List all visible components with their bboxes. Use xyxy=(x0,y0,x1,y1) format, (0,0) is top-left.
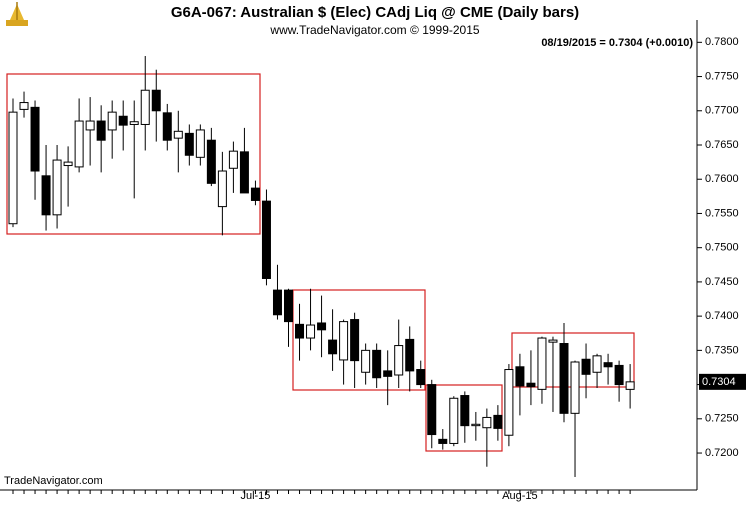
candle-body xyxy=(559,343,569,414)
candle-body xyxy=(272,289,282,316)
candle-body xyxy=(162,112,172,141)
candle-body xyxy=(19,102,29,110)
y-tick-label: 0.7750 xyxy=(705,70,739,82)
candle-body xyxy=(361,349,371,373)
range-box xyxy=(292,289,426,391)
candle-body xyxy=(250,187,260,201)
last-price-marker xyxy=(699,373,746,390)
candle-body xyxy=(306,324,316,339)
candle-body xyxy=(85,120,95,131)
candle-body xyxy=(570,361,580,414)
candle-body xyxy=(350,319,360,362)
candle-body xyxy=(515,366,525,387)
y-tick-label: 0.7450 xyxy=(705,276,739,288)
candle-body xyxy=(328,339,338,355)
candle-body xyxy=(581,358,591,375)
candle-body xyxy=(625,381,635,390)
candle-body xyxy=(383,370,393,377)
candle-body xyxy=(217,170,227,208)
y-tick-label: 0.7200 xyxy=(705,447,739,459)
candle-body xyxy=(548,339,558,343)
candle-body xyxy=(284,289,293,323)
candle-body xyxy=(526,382,536,388)
candle-body xyxy=(8,111,18,225)
y-tick-label: 0.7550 xyxy=(705,207,739,219)
candle-body xyxy=(405,338,415,372)
candle-body xyxy=(394,345,404,376)
candle-body xyxy=(41,175,51,216)
candle-body xyxy=(372,349,382,379)
x-tick-label: Aug-15 xyxy=(502,490,537,502)
y-tick-label: 0.7500 xyxy=(705,242,739,254)
candle-body xyxy=(460,395,470,427)
candle-body xyxy=(151,89,161,112)
candle-body xyxy=(173,130,183,139)
last-price-label: 0.7304 xyxy=(702,376,736,388)
candle-body xyxy=(449,397,459,444)
y-tick-label: 0.7800 xyxy=(705,36,739,48)
candle-body xyxy=(427,384,437,436)
price-annotation: 08/19/2015 = 0.7304 (+0.0010) xyxy=(541,37,693,49)
candle-body xyxy=(140,89,150,125)
candle-body xyxy=(261,200,271,279)
candle-body xyxy=(52,159,62,216)
candle-body xyxy=(592,355,602,373)
chart-subtitle: www.TradeNavigator.com © 1999-2015 xyxy=(269,23,479,37)
candle-body xyxy=(228,150,238,169)
x-tick-label: Jul-15 xyxy=(240,490,270,502)
y-tick-label: 0.7700 xyxy=(705,105,739,117)
y-tick-label: 0.7650 xyxy=(705,139,739,151)
watermark: TradeNavigator.com xyxy=(4,475,103,487)
candle-body xyxy=(129,121,139,125)
candle-body xyxy=(493,414,503,429)
candle-body xyxy=(603,362,613,368)
y-tick-label: 0.7250 xyxy=(705,413,739,425)
candle-body xyxy=(339,321,349,361)
candle-body xyxy=(118,115,128,126)
range-box xyxy=(6,73,261,235)
y-tick-label: 0.7350 xyxy=(705,344,739,356)
y-tick-label: 0.7400 xyxy=(705,310,739,322)
candle-body xyxy=(74,120,84,168)
candle-body xyxy=(504,369,514,436)
candle-body xyxy=(107,111,117,131)
candle-body xyxy=(195,129,205,158)
candle-body xyxy=(317,322,327,331)
candle-body xyxy=(239,151,249,194)
candle-body xyxy=(416,369,426,386)
candle-body xyxy=(206,139,216,184)
chart-title: G6A-067: Australian $ (Elec) CAdj Liq @ … xyxy=(171,4,579,21)
candle-body xyxy=(438,438,448,444)
y-tick-label: 0.7600 xyxy=(705,173,739,185)
candle-body xyxy=(184,132,194,156)
candle-body xyxy=(471,423,481,427)
candle-body xyxy=(96,120,106,141)
candle-body xyxy=(30,106,40,172)
candle-body xyxy=(482,416,492,429)
candle-body xyxy=(63,161,73,167)
logo xyxy=(6,2,28,26)
candle-body xyxy=(614,364,624,386)
candle-body xyxy=(295,323,305,339)
candle-body xyxy=(537,337,547,390)
